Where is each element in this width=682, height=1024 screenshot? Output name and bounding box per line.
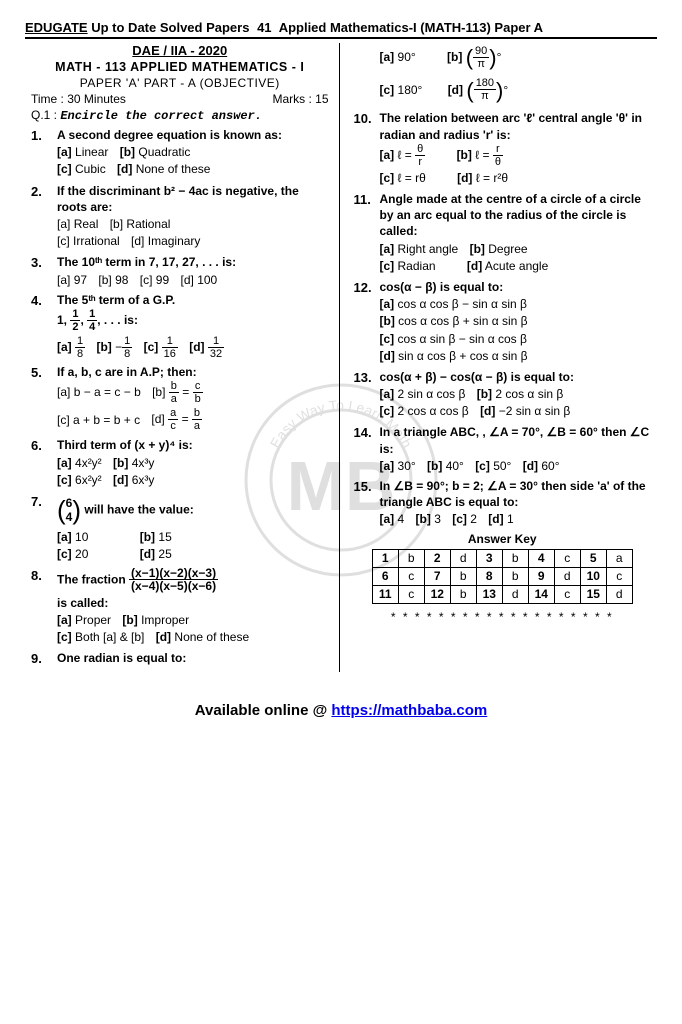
question-9-opts: [a] 90° [b] 90π° [c] 180° [d] 180π° (354, 43, 652, 106)
left-column: DAE / IIA - 2020 MATH - 113 APPLIED MATH… (25, 43, 340, 672)
instruction: Q.1 : Encircle the correct answer. (31, 108, 329, 123)
question-7: 7. 64 will have the value: [a] 10 [b] 15… (31, 493, 329, 563)
question-9: 9. One radian is equal to: (31, 650, 329, 668)
question-2: 2. If the discriminant b² − 4ac is negat… (31, 183, 329, 251)
question-8: 8. The fraction (x−1)(x−2)(x−3)(x−4)(x−5… (31, 567, 329, 646)
right-column: [a] 90° [b] 90π° [c] 180° [d] 180π° 10. … (340, 43, 658, 672)
question-5: 5. If a, b, c are in A.P; then: [a] b − … (31, 364, 329, 433)
paper-part: PAPER 'A' PART - A (OBJECTIVE) (31, 76, 329, 90)
footer: Available online @ https://mathbaba.com (25, 702, 657, 719)
brand: EDUGATE (25, 20, 88, 35)
question-10: 10. The relation between arc 'ℓ' central… (354, 110, 652, 187)
answer-key-title: Answer Key (354, 532, 652, 546)
question-14: 14. In a triangle ABC, , ∠A = 70°, ∠B = … (354, 424, 652, 474)
question-11: 11. Angle made at the centre of a circle… (354, 191, 652, 275)
question-1: 1. A second degree equation is known as:… (31, 127, 329, 179)
question-15: 15. In ∠B = 90°; b = 2; ∠A = 30° then si… (354, 478, 652, 528)
course-title: MATH - 113 APPLIED MATHEMATICS - I (31, 60, 329, 74)
page-header: EDUGATE Up to Date Solved Papers 41 Appl… (25, 20, 657, 39)
question-4: 4. The 5ᵗʰ term of a G.P. 1, 12, 14, . .… (31, 292, 329, 360)
time-marks: Time : 30 Minutes Marks : 15 (31, 92, 329, 106)
stars: * * * * * * * * * * * * * * * * * * * (354, 610, 652, 624)
question-12: 12. cos(α − β) is equal to: [a] cos α co… (354, 279, 652, 365)
exam-year: DAE / IIA - 2020 (31, 43, 329, 58)
question-3: 3. The 10ᵗʰ term in 7, 17, 27, . . . is:… (31, 254, 329, 287)
footer-link[interactable]: https://mathbaba.com (331, 702, 487, 719)
question-6: 6. Third term of (x + y)⁴ is: [a] 4x²y² … (31, 437, 329, 489)
answer-key-table: 1b2d3b4c5a6c7b8b9d10c11c12b13d14c15d (372, 549, 633, 604)
question-13: 13. cos(α + β) − cos(α − β) is equal to:… (354, 369, 652, 421)
